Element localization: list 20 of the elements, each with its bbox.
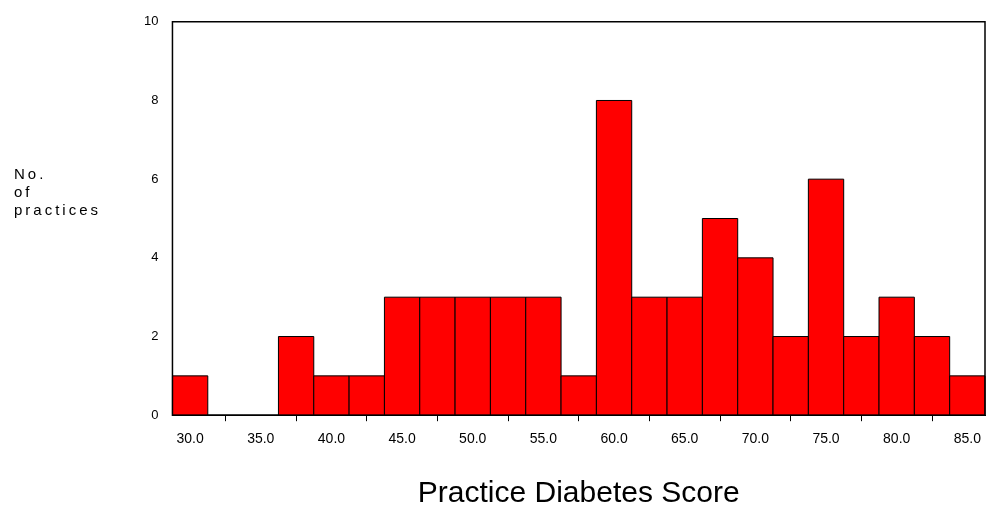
y-tick-label: 6 <box>151 170 159 186</box>
x-tick-label: 30.0 <box>176 430 204 447</box>
x-tick-label: 35.0 <box>247 430 275 447</box>
x-tick-label: 70.0 <box>741 430 770 447</box>
y-tick-label: 2 <box>151 328 159 344</box>
y-axis-title: No. of practices <box>14 165 103 219</box>
x-tick-label: 50.0 <box>459 430 487 447</box>
x-tick-label: 60.0 <box>600 430 628 447</box>
y-tick-label: 0 <box>151 406 159 422</box>
x-tick-label: 85.0 <box>953 430 982 447</box>
x-tick-label: 45.0 <box>388 430 416 447</box>
x-tick-label: 65.0 <box>671 430 699 447</box>
x-tick-label: 40.0 <box>317 430 346 447</box>
y-tick-label: 4 <box>151 249 159 265</box>
x-tick-label: 80.0 <box>883 430 911 447</box>
y-tick-label: 10 <box>143 13 159 29</box>
x-tick-label: 55.0 <box>529 430 558 447</box>
y-tick-label: 8 <box>151 92 159 108</box>
x-tick-label: 75.0 <box>812 430 840 447</box>
x-axis-title: Practice Diabetes Score <box>417 475 740 509</box>
